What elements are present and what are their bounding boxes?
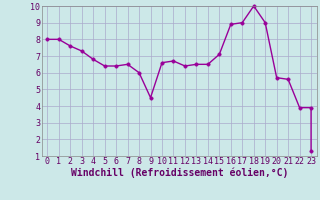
X-axis label: Windchill (Refroidissement éolien,°C): Windchill (Refroidissement éolien,°C) — [70, 168, 288, 178]
